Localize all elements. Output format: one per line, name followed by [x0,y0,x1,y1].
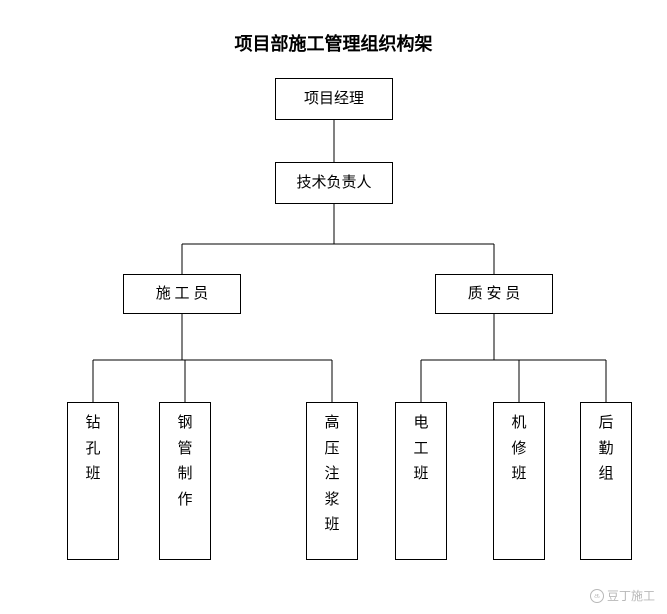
node-construction-staff: 施 工 员 [123,274,241,314]
leaf-char: 高 [324,411,339,437]
leaf-char: 浆 [324,488,339,514]
leaf-char: 修 [511,437,526,463]
leaf-char: 组 [598,462,613,488]
leaf-char: 后 [598,411,613,437]
leaf-char: 机 [511,411,526,437]
leaf-char: 班 [85,462,100,488]
wechat-icon: ௧ [590,589,604,603]
leaf-char: 钻 [85,411,100,437]
leaf-char: 制 [177,462,192,488]
leaf-char: 班 [324,513,339,539]
leaf-node: 钻孔班 [67,402,119,560]
leaf-char: 勤 [598,437,613,463]
watermark: ௧ 豆丁施工 [590,587,655,604]
leaf-node: 后勤组 [580,402,632,560]
leaf-char: 压 [324,437,339,463]
node-tech-lead: 技术负责人 [275,162,393,204]
diagram-title: 项目部施工管理组织构架 [0,30,667,56]
leaf-char: 电 [413,411,428,437]
leaf-node: 钢管制作 [159,402,211,560]
leaf-char: 作 [177,488,192,514]
leaf-char: 孔 [85,437,100,463]
leaf-node: 高压注浆班 [306,402,358,560]
leaf-char: 工 [413,437,428,463]
leaf-node: 电工班 [395,402,447,560]
watermark-text: 豆丁施工 [607,587,655,604]
leaf-node: 机修班 [493,402,545,560]
leaf-char: 钢 [177,411,192,437]
node-project-manager: 项目经理 [275,78,393,120]
leaf-char: 管 [177,437,192,463]
leaf-char: 注 [324,462,339,488]
node-quality-safety: 质 安 员 [435,274,553,314]
leaf-char: 班 [413,462,428,488]
leaf-char: 班 [511,462,526,488]
